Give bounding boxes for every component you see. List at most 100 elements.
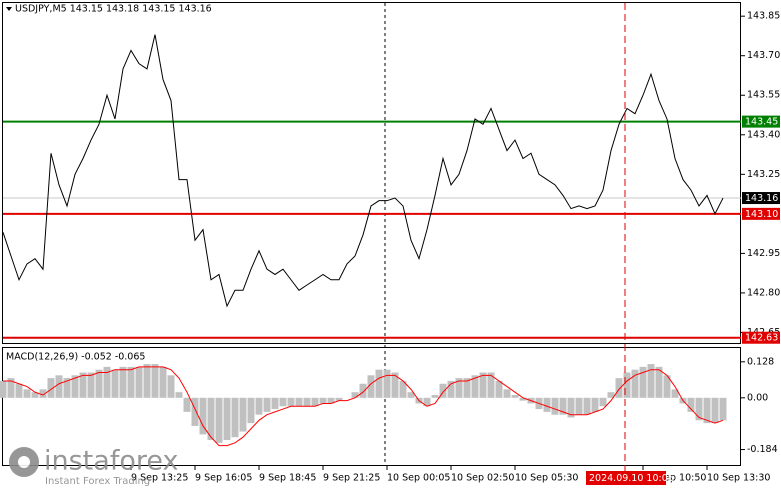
macd-bar	[599, 397, 607, 407]
watermark-logo-inner	[18, 456, 30, 468]
macd-bar	[95, 369, 103, 398]
y-tick-label: -0.184	[747, 444, 778, 455]
price-tag	[742, 192, 780, 205]
macd-bar	[247, 397, 255, 424]
y-tick-label: 143.25	[747, 169, 780, 180]
plot-layer	[0, 34, 741, 447]
macd-bar	[391, 372, 399, 398]
price-title: USDJPY,M5 143.15 143.18 143.15 143.16	[15, 4, 212, 15]
macd-bar	[479, 372, 487, 398]
y-tick-label: 143.70	[747, 50, 780, 61]
macd-bar	[255, 397, 263, 415]
macd-bar	[639, 366, 647, 398]
macd-bar	[351, 392, 359, 398]
y-tick-label: 142.95	[747, 248, 780, 259]
macd-bar	[463, 378, 471, 398]
macd-bar	[367, 375, 375, 398]
macd-bar	[79, 372, 87, 398]
macd-panel	[2, 347, 741, 466]
macd-bar	[183, 397, 191, 412]
macd-bar	[583, 397, 591, 415]
macd-bar	[295, 397, 303, 407]
macd-bar	[559, 397, 567, 415]
price-tag	[742, 207, 780, 220]
y-tick-label: 143.85	[747, 11, 780, 22]
watermark-brand: instaforex	[44, 446, 178, 477]
macd-bar	[167, 375, 175, 398]
watermark-tagline: Instant Forex Trading	[45, 476, 150, 487]
crosshair-label: 2024.09.10 10:05	[589, 473, 674, 484]
macd-bar	[695, 397, 703, 421]
price-tag-label: 143.16	[745, 193, 778, 204]
macd-bar	[607, 392, 615, 398]
signal-line	[3, 366, 724, 447]
macd-bar	[239, 397, 247, 432]
macd-bar	[231, 397, 239, 438]
macd-bar	[551, 397, 559, 415]
macd-bar	[31, 392, 39, 398]
macd-bar	[503, 389, 511, 398]
price-panel	[2, 2, 741, 344]
macd-bar	[327, 397, 335, 404]
macd-bar	[719, 397, 727, 421]
x-tick-label: 9 Sep 18:45	[259, 473, 316, 484]
macd-bar	[223, 397, 231, 440]
macd-bar	[215, 397, 223, 443]
price-tag-label: 143.10	[745, 209, 778, 220]
macd-bar	[447, 380, 455, 398]
macd-bar	[615, 378, 623, 398]
y-tick-label: 143.55	[747, 90, 780, 101]
macd-bar	[263, 397, 271, 412]
crosshair-tag	[586, 471, 666, 485]
macd-bar	[7, 378, 15, 398]
y-tick-label: 0.00	[747, 392, 768, 403]
macd-bar	[431, 395, 439, 398]
macd-bar	[87, 372, 95, 398]
macd-bar	[0, 380, 7, 398]
macd-bar	[151, 364, 159, 398]
macd-bar	[191, 397, 199, 426]
macd-bar	[103, 366, 111, 398]
x-tick-label: 9 Sep 13:25	[131, 473, 188, 484]
macd-bar	[311, 397, 319, 407]
price-tag-label: 142.63	[745, 333, 778, 344]
macd-bar	[319, 397, 327, 404]
macd-bar	[647, 364, 655, 398]
macd-bar	[39, 389, 47, 398]
macd-bar	[23, 389, 31, 398]
macd-bar	[495, 380, 503, 398]
macd-bar	[655, 366, 663, 398]
x-tick-label: 9 Sep 16:05	[195, 473, 252, 484]
price-tag	[742, 331, 780, 344]
macd-bar	[375, 369, 383, 398]
macd-bar	[543, 397, 551, 412]
macd-bar	[111, 369, 119, 398]
macd-bar	[47, 378, 55, 398]
macd-bar	[175, 392, 183, 398]
macd-title: MACD(12,26,9) -0.052 -0.065	[6, 352, 145, 363]
macd-bar	[671, 389, 679, 398]
macd-bar	[279, 397, 287, 407]
macd-bar	[439, 383, 447, 398]
x-tick-label: 10 Sep 13:30	[707, 473, 770, 484]
macd-bar	[455, 378, 463, 398]
macd-bar	[703, 397, 711, 424]
macd-bar	[207, 397, 215, 440]
watermark: instaforex Instant Forex Trading	[9, 446, 178, 487]
price-tag-label: 143.45	[745, 117, 778, 128]
macd-bar	[287, 397, 295, 407]
macd-bar	[511, 395, 519, 398]
macd-bar	[711, 397, 719, 424]
macd-bar	[487, 372, 495, 398]
macd-bar	[687, 397, 695, 412]
x-tick-label: 10 Sep 10:50	[643, 473, 706, 484]
macd-bar	[15, 383, 23, 398]
macd-bar	[303, 397, 311, 407]
x-tick-label: 10 Sep 00:05	[387, 473, 450, 484]
macd-bar	[119, 366, 127, 398]
menu-arrow[interactable]	[6, 7, 12, 11]
x-tick-label: 10 Sep 02:50	[451, 473, 514, 484]
macd-bar	[575, 397, 583, 415]
macd-bar	[383, 369, 391, 398]
